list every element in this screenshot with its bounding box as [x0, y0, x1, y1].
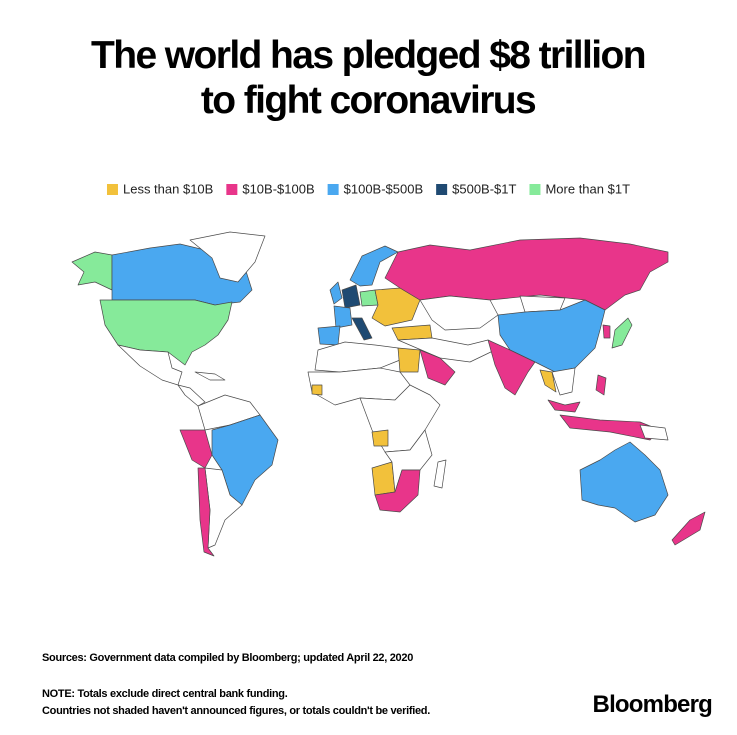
new-zealand [671, 511, 706, 546]
north-africa [314, 341, 401, 373]
note-line: NOTE: Totals exclude direct central bank… [42, 688, 288, 700]
philippines [595, 374, 607, 396]
legend-swatch [226, 184, 238, 195]
mongolia [519, 295, 566, 313]
central-america [177, 384, 206, 407]
uk [329, 281, 343, 305]
brand-logo: Bloomberg [593, 691, 713, 718]
legend-item: $10B-$100B [226, 181, 315, 196]
legend-label: $500B-$1T [452, 181, 516, 196]
central-africa-yellow [371, 429, 389, 447]
korea [602, 324, 611, 339]
turkey [391, 324, 433, 341]
legend-swatch [106, 184, 118, 195]
chile [197, 467, 215, 557]
note-line: Countries not shaded haven't announced f… [42, 705, 430, 717]
legend-label: $10B-$100B [242, 181, 314, 196]
title-line: to fight coronavirus [201, 79, 536, 122]
spain [317, 325, 341, 346]
malaysia [547, 399, 581, 413]
papua [639, 424, 669, 441]
sources: Sources: Government data compiled by Blo… [42, 652, 413, 664]
thailand [539, 369, 557, 393]
legend-item: More than $1T [529, 181, 630, 196]
peru [179, 429, 213, 469]
caribbean [194, 371, 226, 381]
australia [579, 441, 669, 523]
mexico [117, 344, 183, 386]
southeast-asia [551, 367, 576, 396]
japan [611, 317, 633, 349]
title-line: The world has pledged $8 trillion [91, 34, 645, 77]
france [333, 305, 353, 329]
world-map [71, 231, 706, 557]
legend-swatch [436, 184, 448, 195]
saudi-arabia [419, 349, 456, 386]
southern-africa-yellow [371, 461, 396, 496]
west-africa [307, 367, 411, 406]
south-africa [374, 469, 421, 513]
legend-label: Less than $10B [123, 181, 213, 196]
legend-swatch [529, 184, 541, 195]
west-africa-yellow [311, 384, 323, 396]
germany-benelux [341, 284, 361, 309]
legend-label: $100B-$500B [344, 181, 424, 196]
brazil [211, 414, 279, 506]
legend-label: More than $1T [545, 181, 630, 196]
legend-item: Less than $10B [106, 181, 213, 196]
alaska [71, 251, 113, 291]
legend: Less than $10B $10B-$100B $100B-$500B $500B… [106, 181, 630, 196]
legend-item: $500B-$1T [436, 181, 517, 196]
legend-item: $100B-$500B [327, 181, 424, 196]
kazakhstan-central-asia [419, 295, 499, 331]
italy [351, 317, 373, 341]
scandinavia [349, 245, 399, 287]
madagascar [433, 459, 447, 489]
legend-swatch [327, 184, 339, 195]
greenland [189, 231, 266, 283]
india [487, 339, 536, 396]
egypt [397, 347, 421, 373]
